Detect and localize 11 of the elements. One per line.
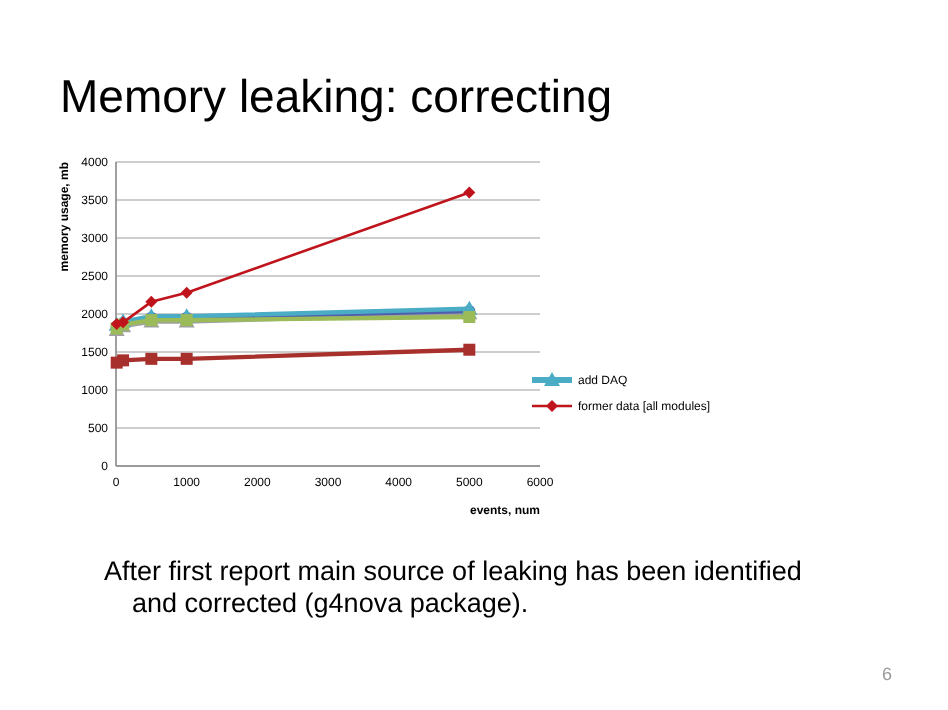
point — [117, 354, 130, 367]
point — [463, 343, 476, 356]
point — [463, 311, 476, 324]
point — [145, 352, 158, 365]
text: After first report main source of leaking has been identified and corrected (g4nova package). — [104, 556, 802, 618]
point — [145, 295, 158, 308]
point — [180, 352, 193, 365]
chart-title: Memory leaking: correcting — [60, 70, 613, 122]
point — [463, 186, 476, 199]
point — [180, 286, 193, 299]
text: 6 — [881, 664, 892, 684]
